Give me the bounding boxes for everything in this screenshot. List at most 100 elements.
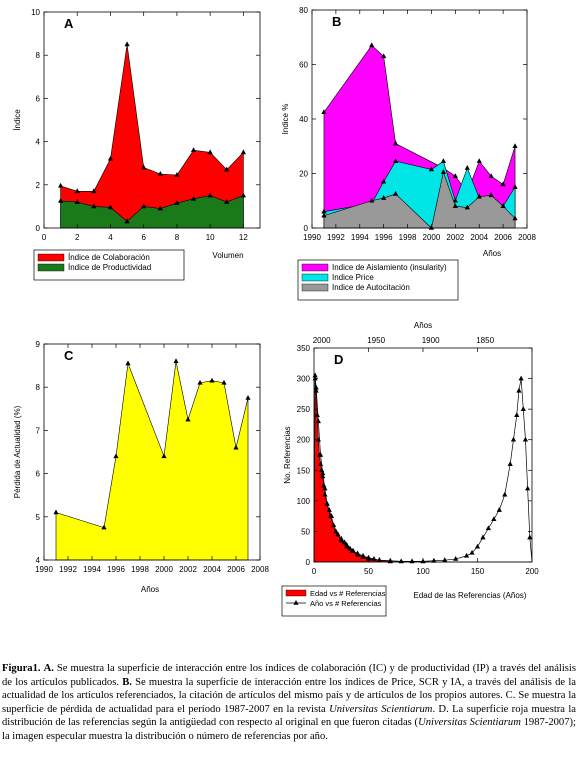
- panel-d-legend-swatch: [285, 589, 307, 597]
- panel-c-ytick-label: 6: [36, 470, 41, 479]
- panel-b-ytick-label: 40: [299, 115, 308, 124]
- panel-a-point: [91, 188, 97, 194]
- panel-c-area-1: [55, 361, 249, 561]
- panel-a-point: [74, 188, 80, 194]
- panel-c-point: [185, 416, 191, 422]
- panel-b-point: [321, 212, 327, 218]
- caption-a-text: Se muestra la superficie de interacción …: [2, 663, 576, 688]
- panel-b-point: [500, 181, 506, 187]
- panel-d-point: [349, 547, 355, 553]
- panel-d-point: [464, 552, 470, 558]
- panel-c-ytick-label: 4: [36, 556, 41, 565]
- panel-c-point: [209, 377, 215, 383]
- panel-b-xtick-label: 2002: [446, 233, 464, 242]
- panel-b-point: [476, 158, 482, 164]
- panel-b-point: [369, 197, 375, 203]
- caption-journal-years: Universitas Scientiarum: [418, 717, 521, 729]
- panel-a-point: [124, 218, 130, 224]
- panel-a-frame: [43, 11, 261, 229]
- panel-d-frame: [313, 347, 533, 563]
- panel-d-x2-axis-label: Años: [414, 321, 432, 330]
- panel-a-ytick-label: 10: [31, 8, 40, 17]
- panel-d-ytick-label: 250: [297, 405, 311, 414]
- panel-d-point: [315, 418, 321, 424]
- panel-d-point: [431, 557, 437, 563]
- panel-c-xtick-label: 1990: [35, 565, 53, 574]
- panel-d-x-axis-label: Edad de las Referencias (Años): [414, 591, 527, 600]
- caption-b-label: B.: [122, 676, 132, 688]
- panel-a-x-axis-label: Volumen: [212, 251, 243, 260]
- panel-b-point: [393, 140, 399, 146]
- panel-b-xtick-label: 1998: [399, 233, 417, 242]
- panel-a-xtick-label: 10: [206, 233, 215, 242]
- panel-d-point: [335, 531, 341, 537]
- panel-b-point: [381, 53, 387, 59]
- panel-a-point: [174, 172, 180, 177]
- panel-d-point: [527, 534, 533, 540]
- panel-a-point: [224, 199, 230, 204]
- panel-a-point: [190, 147, 197, 153]
- panel-a-point: [240, 192, 246, 198]
- panel-b-point: [452, 197, 458, 203]
- panel-d-y-axis-label: No. Referencias: [283, 426, 292, 483]
- panel-d-xtick-label: 100: [416, 567, 430, 576]
- panel-c-point: [113, 453, 119, 459]
- panel-b-x-axis-label: Años: [483, 249, 501, 258]
- panel-b-point: [321, 109, 327, 114]
- panel-d-point: [312, 372, 318, 378]
- panel-d-point: [360, 554, 366, 559]
- panel-b-xtick-label: 2004: [470, 233, 488, 242]
- panel-c-y-axis-label: Pérdida de Actualidad (%): [13, 405, 22, 498]
- panel-b-point: [464, 204, 470, 210]
- panel-c-xtick-label: 2004: [203, 565, 221, 574]
- panel-c-xtick-label: 1996: [107, 565, 125, 574]
- panel-a-point: [74, 199, 80, 204]
- panel-d-point: [491, 516, 497, 521]
- panel-c-ytick-label: 5: [36, 513, 41, 522]
- panel-a-ytick-label: 6: [36, 94, 41, 103]
- panel-d-point: [333, 528, 339, 534]
- panel-b-point: [464, 165, 470, 170]
- panel-d-point: [322, 485, 328, 491]
- panel-d-point: [518, 375, 524, 381]
- caption-journal: Universitas Scientiarum: [329, 703, 433, 715]
- panel-a-point: [207, 192, 213, 198]
- panel-a-point: [91, 203, 97, 209]
- panel-d-letter: D: [334, 352, 343, 367]
- panel-a-point: [157, 205, 163, 211]
- panel-b-point: [381, 178, 387, 184]
- panel-a-xtick-label: 0: [42, 233, 47, 242]
- figure-caption: Figura1. A. Se muestra la superficie de …: [2, 662, 576, 744]
- panel-d-x2tick-label: 2000: [313, 336, 331, 345]
- panel-b-legend-label: Indice Price: [332, 273, 374, 282]
- panel-d-legend-marker: [293, 600, 299, 605]
- panel-d-point: [327, 513, 333, 518]
- panel-c-xtick-label: 1994: [83, 565, 101, 574]
- panel-a-point: [207, 149, 213, 155]
- panel-b-ytick-label: 80: [299, 6, 308, 15]
- panel-d-point: [313, 384, 319, 390]
- panel-b-point: [393, 158, 399, 164]
- panel-b-point: [381, 195, 387, 200]
- panel-c-ytick-label: 8: [36, 383, 41, 392]
- panel-a-point: [240, 149, 246, 155]
- panel-d-point: [320, 470, 326, 476]
- panel-d-point: [453, 555, 459, 561]
- panel-c-ytick-label: 7: [36, 426, 41, 435]
- panel-a-point: [141, 203, 147, 209]
- panel-d-point: [520, 406, 526, 411]
- panel-c-point: [101, 524, 107, 530]
- panel-d-point: [522, 436, 529, 442]
- panel-a-xtick-label: 2: [75, 233, 80, 242]
- panel-d-point: [376, 557, 382, 562]
- panel-b-letter: B: [332, 14, 341, 29]
- caption-d-text: . D. La superficie roja muestra la distr…: [2, 703, 576, 729]
- panel-a-ytick-label: 4: [36, 138, 41, 147]
- panel-c-xtick-label: 2008: [251, 565, 269, 574]
- panel-c-point: [233, 444, 239, 450]
- panel-d-x2tick-label: 1950: [367, 336, 385, 345]
- panel-d-point: [516, 387, 522, 393]
- panel-a-point: [124, 41, 130, 47]
- panel-a-xtick-label: 8: [175, 233, 180, 242]
- panel-d-point: [469, 549, 475, 555]
